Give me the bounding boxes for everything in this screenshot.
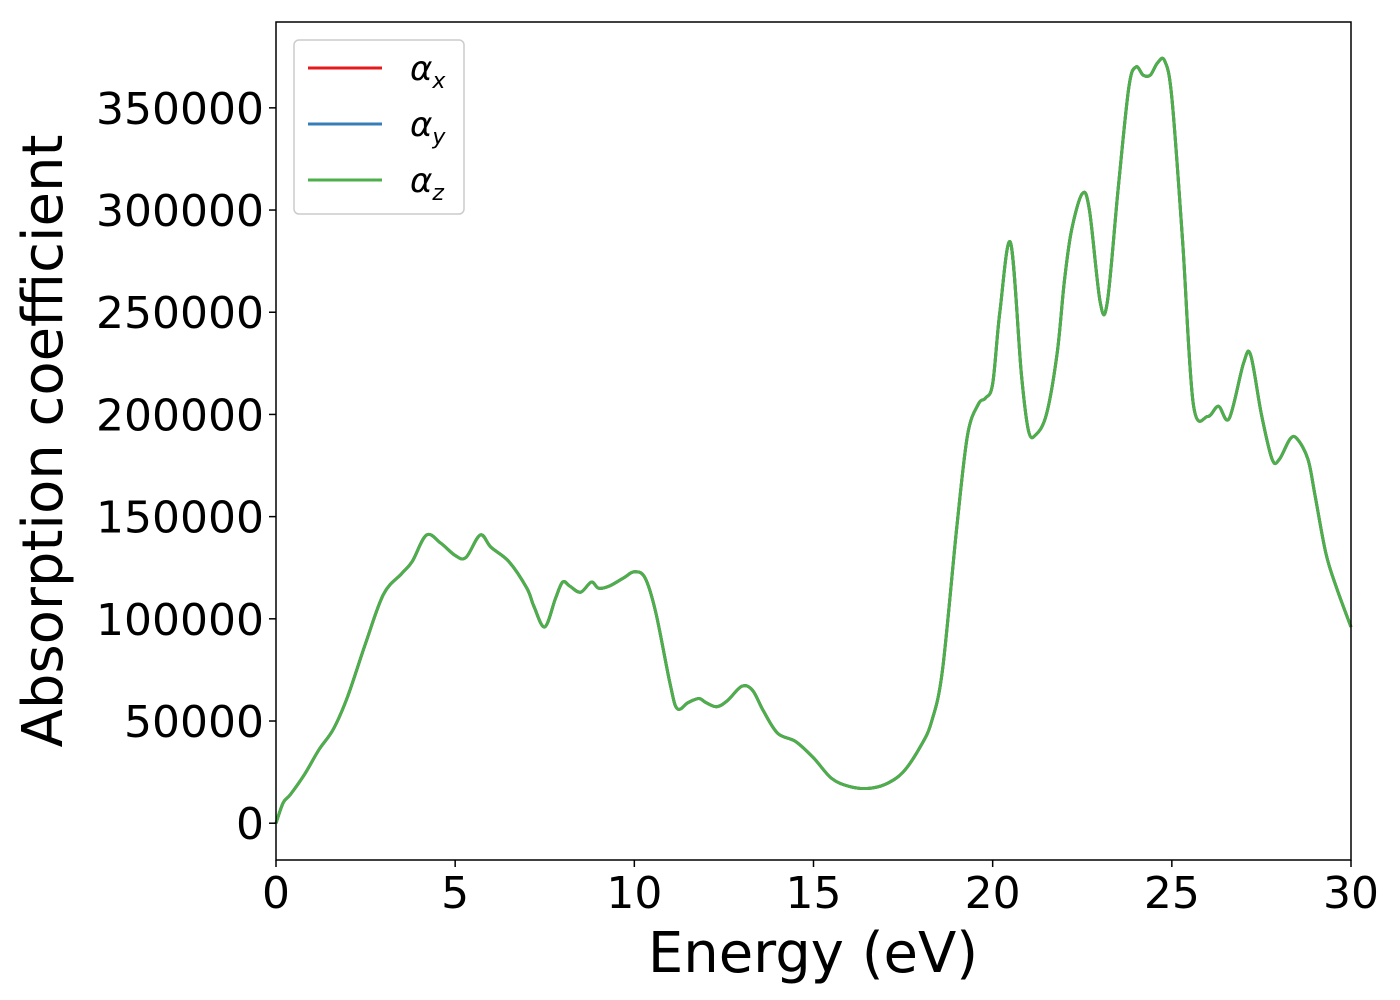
x-axis-title: Energy (eV) [648, 921, 978, 986]
x-tick-label: 30 [1323, 868, 1379, 919]
y-tick-label: 250000 [96, 288, 264, 339]
x-tick-label: 10 [606, 868, 662, 919]
y-axis-title: Absorption coefficient [11, 135, 76, 748]
x-axis: 0 5 10 15 20 25 30 [262, 860, 1379, 919]
legend-items: αx αy αz [308, 49, 446, 206]
y-tick-label: 150000 [96, 493, 264, 544]
legend: αx αy αz [293, 39, 465, 215]
series-line-3 [274, 56, 1353, 824]
legend-label: αy [410, 105, 446, 150]
legend-item-1: αx [308, 49, 446, 94]
y-tick-label: 200000 [96, 390, 264, 441]
legend-box [293, 39, 465, 215]
x-tick-label: 25 [1144, 868, 1200, 919]
legend-item-2: αy [308, 105, 446, 150]
series-layer [274, 56, 1353, 824]
y-tick-label: 300000 [96, 186, 264, 237]
legend-item-3: αz [308, 161, 444, 206]
x-tick-label: 5 [441, 868, 469, 919]
x-tick-label: 0 [262, 868, 290, 919]
y-tick-label: 0 [236, 799, 264, 850]
legend-label: αz [410, 161, 444, 206]
legend-label: αx [410, 49, 446, 94]
y-tick-label: 100000 [96, 595, 264, 646]
y-axis: 0 50000 100000 150000 200000 250000 300000 3500… [96, 84, 276, 850]
y-tick-label: 350000 [96, 84, 264, 135]
y-tick-label: 50000 [124, 697, 264, 748]
x-tick-label: 15 [786, 868, 842, 919]
x-tick-label: 20 [965, 868, 1021, 919]
